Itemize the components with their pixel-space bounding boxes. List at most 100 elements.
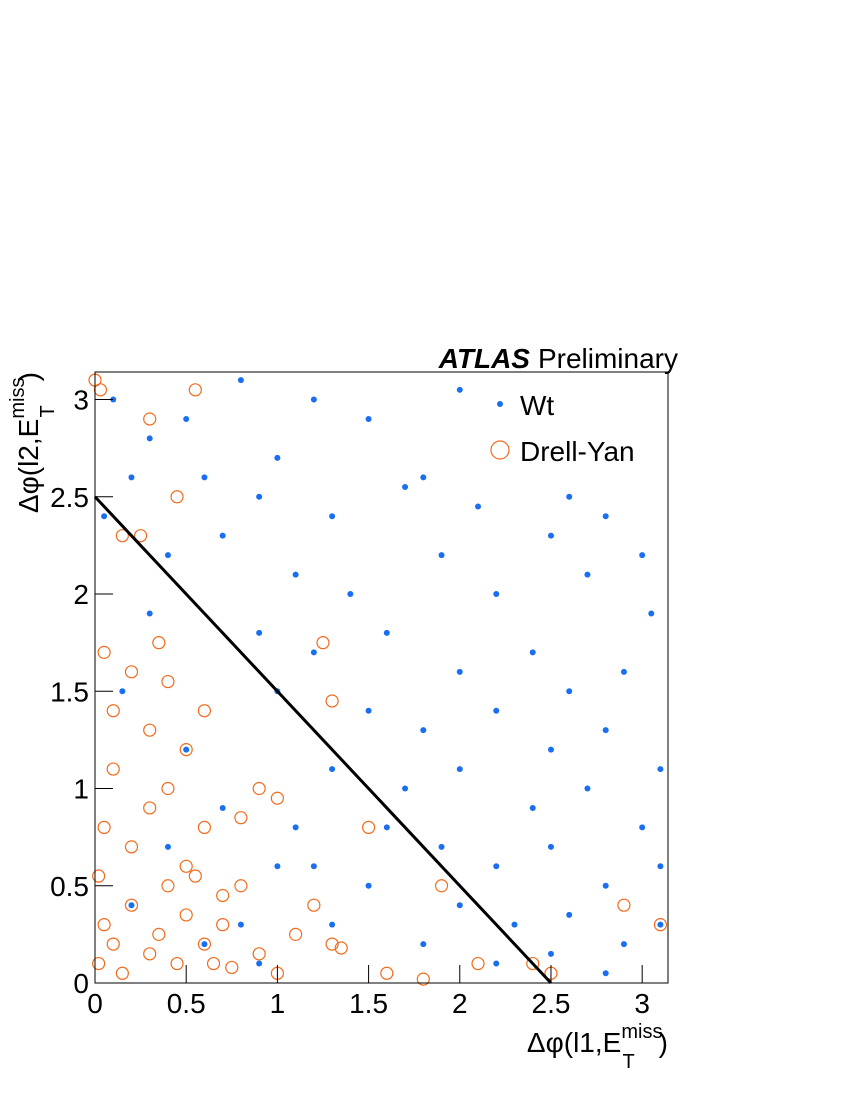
data-point — [325, 694, 339, 708]
data-point — [128, 474, 135, 481]
data-point — [383, 824, 390, 831]
data-point — [584, 571, 591, 578]
data-point — [493, 591, 500, 598]
data-point — [493, 707, 500, 714]
data-point — [274, 454, 281, 461]
data-point — [164, 552, 171, 559]
data-point — [188, 869, 202, 883]
data-point — [270, 791, 284, 805]
data-point — [402, 785, 409, 792]
y-axis-label: Δφ(l2,Emiss T) — [7, 372, 59, 513]
y-label-sup: miss — [7, 378, 29, 419]
data-point — [170, 490, 184, 504]
x-label-sub: T — [622, 1051, 634, 1073]
y-label-text: Δφ(l2,E — [13, 419, 44, 513]
data-point — [547, 532, 554, 539]
data-point — [256, 960, 263, 967]
data-point — [146, 610, 153, 617]
data-point — [529, 649, 536, 656]
data-point — [434, 879, 449, 893]
data-point — [657, 766, 664, 773]
data-point — [97, 645, 111, 659]
data-point — [566, 911, 573, 918]
data-point — [289, 927, 303, 941]
x-tick-label: 0.5 — [167, 988, 206, 1019]
data-point — [420, 941, 427, 948]
data-point — [602, 882, 609, 889]
data-point — [183, 415, 190, 422]
data-point — [179, 859, 193, 873]
y-tick-label: 0.5 — [50, 871, 89, 902]
data-point — [639, 824, 646, 831]
data-point — [329, 921, 336, 928]
data-point — [133, 529, 148, 543]
cut-line — [93, 495, 553, 985]
data-point — [547, 950, 554, 957]
data-point — [106, 762, 120, 776]
x-tick-label: 2.5 — [532, 988, 571, 1019]
data-point — [143, 947, 157, 961]
data-point — [206, 956, 221, 971]
x-label-close: ) — [659, 1027, 668, 1058]
data-point — [657, 863, 664, 870]
data-point — [416, 972, 430, 986]
data-point — [179, 908, 193, 922]
data-point — [438, 843, 445, 850]
data-point — [143, 801, 157, 815]
x-tick-label: 1 — [270, 988, 286, 1019]
legend-label: Drell-Yan — [520, 436, 635, 467]
data-point — [115, 966, 129, 980]
data-point — [97, 820, 111, 835]
data-point — [380, 966, 394, 980]
data-point — [197, 704, 212, 718]
data-point — [316, 636, 330, 650]
data-point — [456, 668, 463, 675]
data-point — [256, 629, 263, 636]
x-axis-label: Δφ(l1,Emiss T) — [527, 1021, 668, 1073]
data-point — [584, 785, 591, 792]
data-point — [152, 927, 166, 941]
legend-label: Wt — [520, 390, 554, 421]
data-point — [475, 503, 482, 510]
data-point — [529, 804, 536, 811]
legend-marker — [497, 401, 503, 407]
x-tick-label: 3 — [634, 988, 650, 1019]
data-point — [620, 668, 627, 675]
data-point — [402, 484, 409, 491]
data-point — [197, 820, 212, 835]
legend-box — [480, 375, 667, 475]
frame — [94, 371, 669, 984]
x-tick-label: 0 — [87, 988, 103, 1019]
title-bold: ATLAS — [438, 343, 531, 374]
data-point — [161, 781, 175, 796]
data-point — [252, 781, 266, 796]
data-point — [188, 383, 202, 397]
plot-area — [88, 373, 668, 986]
data-point — [620, 941, 627, 948]
data-point — [93, 383, 108, 397]
data-point — [310, 863, 317, 870]
data-point — [547, 843, 554, 850]
data-point — [566, 493, 573, 500]
data-point — [365, 707, 372, 714]
data-point — [124, 840, 139, 854]
data-point — [617, 898, 631, 912]
data-point — [310, 649, 317, 656]
x-tick-label: 1.5 — [349, 988, 388, 1019]
data-point — [493, 863, 500, 870]
data-point — [237, 921, 244, 928]
data-point — [657, 921, 664, 928]
data-point — [252, 947, 266, 961]
data-point — [329, 513, 336, 520]
data-point — [152, 636, 166, 650]
data-point — [602, 727, 609, 734]
data-point — [179, 743, 193, 757]
data-point — [274, 863, 281, 870]
data-point — [197, 937, 212, 951]
data-point — [143, 412, 157, 426]
data-point — [383, 629, 390, 636]
y-tick-label: 2 — [73, 579, 89, 610]
x-label-sup: miss — [621, 1021, 662, 1043]
data-point — [92, 956, 106, 971]
data-point — [92, 869, 106, 883]
